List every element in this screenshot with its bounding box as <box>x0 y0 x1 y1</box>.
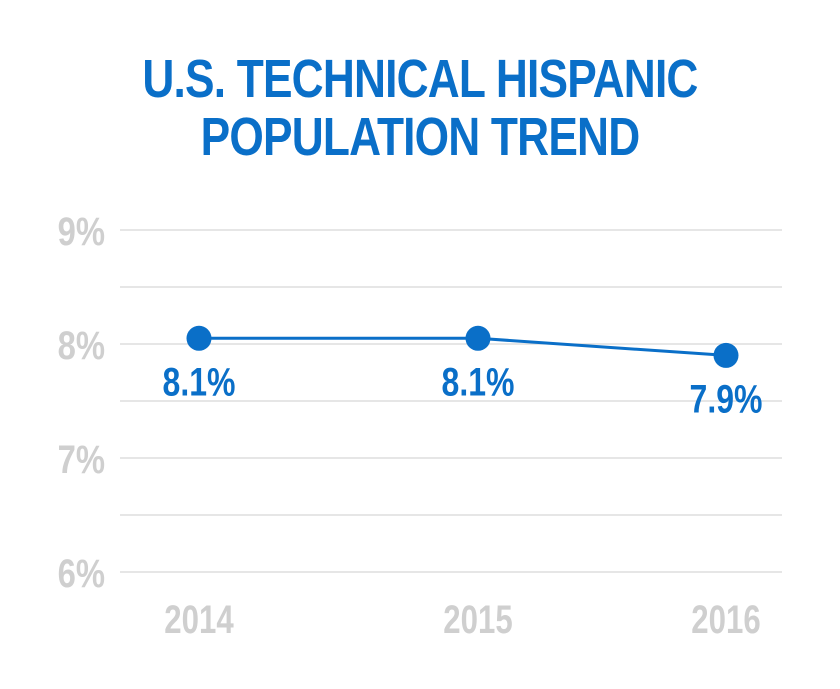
series-line <box>199 336 727 357</box>
y-tick-label: 8% <box>58 323 105 368</box>
y-tick-label: 9% <box>58 209 105 254</box>
y-tick-label: 6% <box>58 551 105 596</box>
x-tick-label: 2014 <box>164 597 233 642</box>
data-point <box>186 325 212 351</box>
data-point <box>713 342 739 368</box>
data-point <box>465 325 491 351</box>
chart-title-line-1: U.S. TECHNICAL HISPANIC <box>142 49 698 109</box>
x-tick-label: 2016 <box>691 597 760 642</box>
data-label: 8.1% <box>442 359 515 404</box>
y-tick-label: 7% <box>58 437 105 482</box>
chart-title: U.S. TECHNICAL HISPANIC POPULATION TREND <box>76 50 765 166</box>
data-label: 8.1% <box>163 359 236 404</box>
x-tick-label: 2015 <box>443 597 512 642</box>
chart-title-line-2: POPULATION TREND <box>200 107 641 167</box>
data-label: 7.9% <box>690 376 763 421</box>
